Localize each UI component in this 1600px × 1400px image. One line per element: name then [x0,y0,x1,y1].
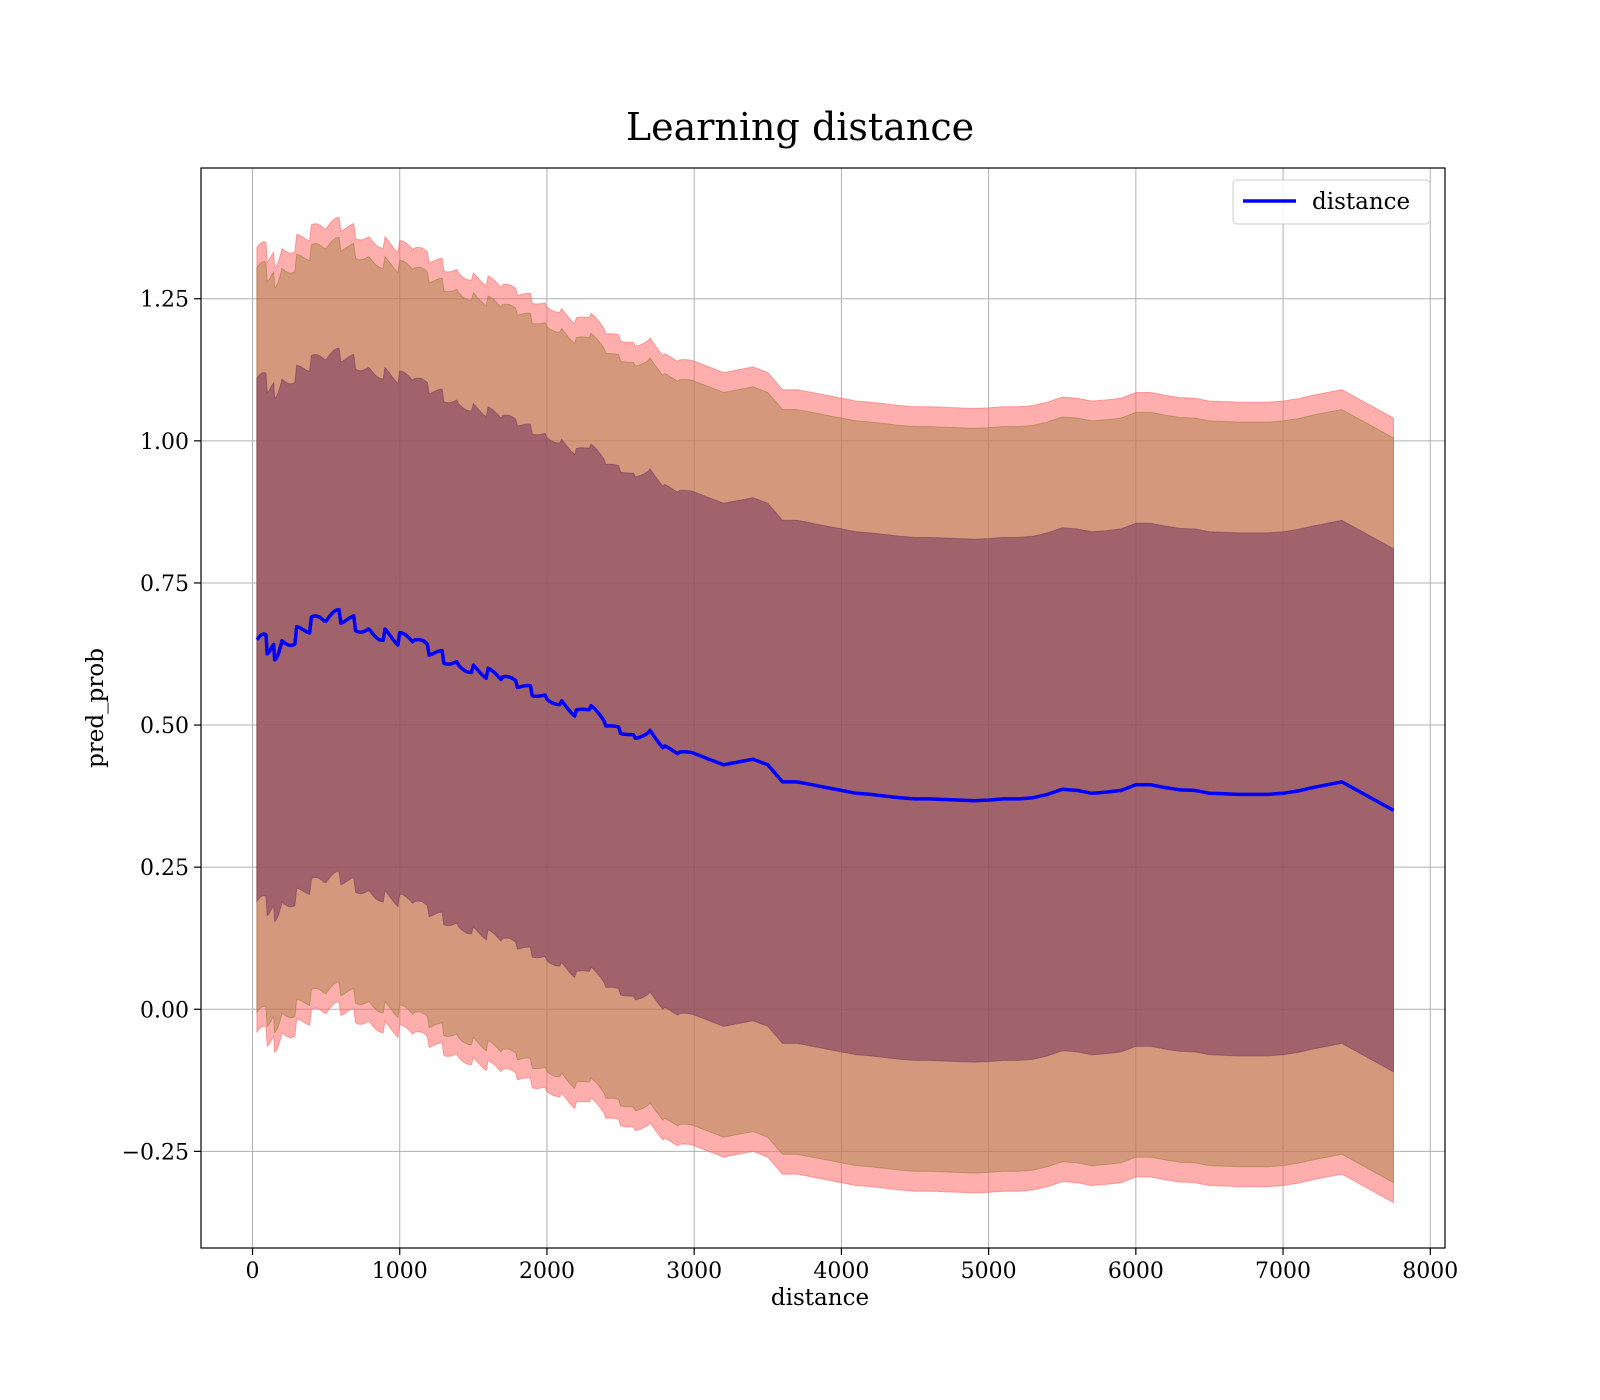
y-axis-label: pred_prob [83,648,109,768]
bands-layer [256,216,1394,1204]
x-axis-label: distance [771,1285,869,1311]
y-tick-label-1: 0.00 [140,998,189,1023]
y-tick-label-5: 1.00 [140,430,189,455]
y-tick-label-6: 1.25 [140,288,189,313]
y-axis-ticks: −0.25 0.00 0.25 0.50 0.75 1.00 1.25 [122,288,201,1165]
x-tick-label-2: 2000 [519,1259,575,1284]
confidence-band-2 [256,347,1394,1073]
legend-entry-distance: distance [1312,189,1410,215]
x-tick-label-6: 6000 [1108,1259,1164,1284]
x-tick-label-1: 1000 [372,1259,428,1284]
legend-box [1232,179,1431,225]
x-axis-ticks: 0 1000 2000 3000 4000 5000 6000 7000 8000 [246,1248,1458,1284]
x-tick-label-3: 3000 [666,1259,722,1284]
x-tick-label-8: 8000 [1402,1259,1458,1284]
x-tick-label-7: 7000 [1255,1259,1311,1284]
series-line-distance [255,607,1395,812]
plot-frame [200,167,1446,1249]
x-tick-label-0: 0 [246,1259,260,1284]
x-tick-label-4: 4000 [813,1259,869,1284]
x-tick-label-5: 5000 [961,1259,1017,1284]
chart-title: Learning distance [626,105,974,149]
y-tick-label-2: 0.25 [140,856,189,881]
series-layer [255,607,1395,812]
legend: distance [1232,179,1431,225]
y-tick-label-3: 0.50 [140,714,189,739]
y-tick-label-4: 0.75 [140,572,189,597]
y-tick-label-0: −0.25 [122,1140,189,1165]
